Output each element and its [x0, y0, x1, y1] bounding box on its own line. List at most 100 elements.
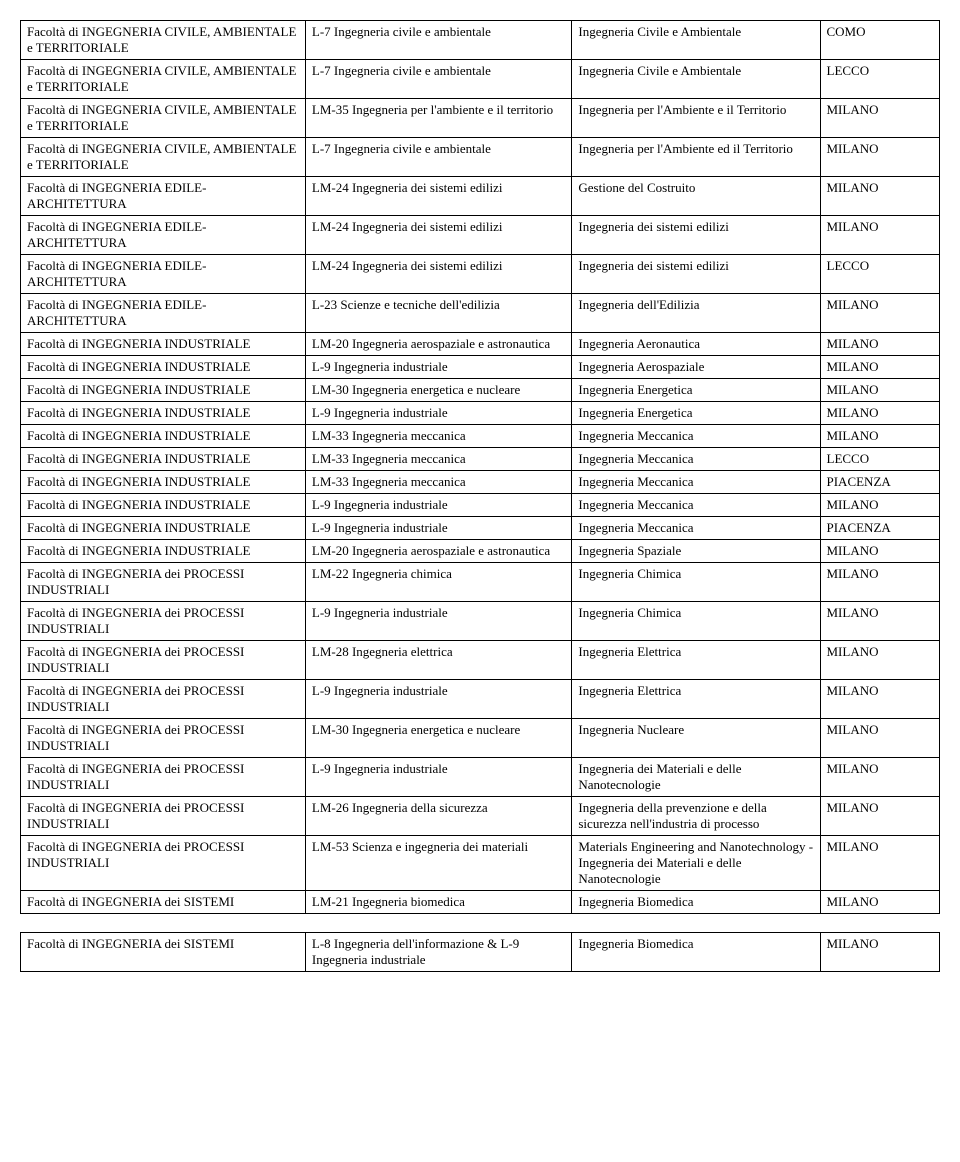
table-cell: Ingegneria per l'Ambiente ed il Territor…: [572, 138, 820, 177]
table-cell: Facoltà di INGEGNERIA INDUSTRIALE: [21, 333, 306, 356]
table-cell: Facoltà di INGEGNERIA INDUSTRIALE: [21, 494, 306, 517]
table-cell: Facoltà di INGEGNERIA CIVILE, AMBIENTALE…: [21, 138, 306, 177]
table-cell: L-23 Scienze e tecniche dell'edilizia: [305, 294, 572, 333]
table-row: Facoltà di INGEGNERIA dei PROCESSI INDUS…: [21, 797, 940, 836]
table-row: Facoltà di INGEGNERIA EDILE-ARCHITETTURA…: [21, 177, 940, 216]
table-cell: LM-35 Ingegneria per l'ambiente e il ter…: [305, 99, 572, 138]
table-cell: Ingegneria Chimica: [572, 563, 820, 602]
table-row: Facoltà di INGEGNERIA CIVILE, AMBIENTALE…: [21, 99, 940, 138]
table-cell: LM-24 Ingegneria dei sistemi edilizi: [305, 216, 572, 255]
table-cell: MILANO: [820, 933, 940, 972]
table-row: Facoltà di INGEGNERIA INDUSTRIALELM-20 I…: [21, 333, 940, 356]
table-cell: LM-26 Ingegneria della sicurezza: [305, 797, 572, 836]
table-cell: Facoltà di INGEGNERIA dei PROCESSI INDUS…: [21, 758, 306, 797]
table-row: Facoltà di INGEGNERIA INDUSTRIALEL-9 Ing…: [21, 356, 940, 379]
table-cell: L-8 Ingegneria dell'informazione & L-9 I…: [305, 933, 572, 972]
table-cell: L-9 Ingegneria industriale: [305, 602, 572, 641]
table-cell: Facoltà di INGEGNERIA dei PROCESSI INDUS…: [21, 836, 306, 891]
table-cell: Facoltà di INGEGNERIA INDUSTRIALE: [21, 471, 306, 494]
table-cell: Ingegneria dell'Edilizia: [572, 294, 820, 333]
table-cell: LM-22 Ingegneria chimica: [305, 563, 572, 602]
table-cell: MILANO: [820, 494, 940, 517]
table-cell: LECCO: [820, 448, 940, 471]
table-cell: Ingegneria Meccanica: [572, 471, 820, 494]
table-cell: Facoltà di INGEGNERIA INDUSTRIALE: [21, 356, 306, 379]
table-cell: Ingegneria Energetica: [572, 379, 820, 402]
table-row: Facoltà di INGEGNERIA dei PROCESSI INDUS…: [21, 719, 940, 758]
table-cell: Ingegneria Chimica: [572, 602, 820, 641]
table-cell: MILANO: [820, 99, 940, 138]
table-cell: LM-21 Ingegneria biomedica: [305, 891, 572, 914]
table-cell: MILANO: [820, 177, 940, 216]
table-cell: Facoltà di INGEGNERIA dei PROCESSI INDUS…: [21, 641, 306, 680]
table-cell: MILANO: [820, 891, 940, 914]
table-cell: Ingegneria dei sistemi edilizi: [572, 216, 820, 255]
table-cell: MILANO: [820, 402, 940, 425]
table-cell: Facoltà di INGEGNERIA CIVILE, AMBIENTALE…: [21, 21, 306, 60]
table-cell: Ingegneria Aerospaziale: [572, 356, 820, 379]
table-row: Facoltà di INGEGNERIA INDUSTRIALEL-9 Ing…: [21, 494, 940, 517]
table-cell: Facoltà di INGEGNERIA INDUSTRIALE: [21, 517, 306, 540]
table-cell: PIACENZA: [820, 517, 940, 540]
table-cell: MILANO: [820, 563, 940, 602]
table-cell: LM-33 Ingegneria meccanica: [305, 448, 572, 471]
table-row: Facoltà di INGEGNERIA EDILE-ARCHITETTURA…: [21, 294, 940, 333]
table-cell: Facoltà di INGEGNERIA EDILE-ARCHITETTURA: [21, 216, 306, 255]
table-gap: [20, 914, 940, 932]
table-cell: Facoltà di INGEGNERIA INDUSTRIALE: [21, 425, 306, 448]
table-cell: LM-24 Ingegneria dei sistemi edilizi: [305, 177, 572, 216]
table-cell: MILANO: [820, 294, 940, 333]
table-cell: L-9 Ingegneria industriale: [305, 517, 572, 540]
table-cell: LECCO: [820, 60, 940, 99]
table-cell: MILANO: [820, 641, 940, 680]
table-cell: Facoltà di INGEGNERIA dei PROCESSI INDUS…: [21, 719, 306, 758]
table-cell: Ingegneria Meccanica: [572, 425, 820, 448]
table-cell: Facoltà di INGEGNERIA CIVILE, AMBIENTALE…: [21, 99, 306, 138]
courses-table-1: Facoltà di INGEGNERIA CIVILE, AMBIENTALE…: [20, 20, 940, 914]
table-row: Facoltà di INGEGNERIA INDUSTRIALELM-33 I…: [21, 448, 940, 471]
table-row: Facoltà di INGEGNERIA EDILE-ARCHITETTURA…: [21, 216, 940, 255]
table-row: Facoltà di INGEGNERIA INDUSTRIALEL-9 Ing…: [21, 402, 940, 425]
table-cell: Facoltà di INGEGNERIA EDILE-ARCHITETTURA: [21, 177, 306, 216]
table-cell: Ingegneria Meccanica: [572, 448, 820, 471]
table-row: Facoltà di INGEGNERIA dei PROCESSI INDUS…: [21, 680, 940, 719]
table-cell: Facoltà di INGEGNERIA CIVILE, AMBIENTALE…: [21, 60, 306, 99]
table-cell: MILANO: [820, 719, 940, 758]
table-cell: Facoltà di INGEGNERIA EDILE-ARCHITETTURA: [21, 255, 306, 294]
table-cell: Facoltà di INGEGNERIA dei PROCESSI INDUS…: [21, 797, 306, 836]
table-cell: MILANO: [820, 379, 940, 402]
table-cell: LECCO: [820, 255, 940, 294]
table-cell: Ingegneria Elettrica: [572, 680, 820, 719]
table-cell: Facoltà di INGEGNERIA INDUSTRIALE: [21, 379, 306, 402]
table-cell: Facoltà di INGEGNERIA dei SISTEMI: [21, 933, 306, 972]
table-cell: LM-20 Ingegneria aerospaziale e astronau…: [305, 540, 572, 563]
table-cell: Ingegneria Biomedica: [572, 933, 820, 972]
table-cell: L-7 Ingegneria civile e ambientale: [305, 138, 572, 177]
table-cell: Ingegneria dei sistemi edilizi: [572, 255, 820, 294]
table-cell: MILANO: [820, 797, 940, 836]
table-cell: LM-33 Ingegneria meccanica: [305, 425, 572, 448]
table-cell: Ingegneria Civile e Ambientale: [572, 21, 820, 60]
table-cell: MILANO: [820, 216, 940, 255]
table-cell: Ingegneria Civile e Ambientale: [572, 60, 820, 99]
table-cell: COMO: [820, 21, 940, 60]
table-row: Facoltà di INGEGNERIA INDUSTRIALELM-33 I…: [21, 471, 940, 494]
table-cell: Facoltà di INGEGNERIA dei SISTEMI: [21, 891, 306, 914]
table-cell: L-9 Ingegneria industriale: [305, 680, 572, 719]
table-cell: MILANO: [820, 333, 940, 356]
table-row: Facoltà di INGEGNERIA INDUSTRIALEL-9 Ing…: [21, 517, 940, 540]
table-row: Facoltà di INGEGNERIA dei PROCESSI INDUS…: [21, 602, 940, 641]
table-cell: LM-20 Ingegneria aerospaziale e astronau…: [305, 333, 572, 356]
table-row: Facoltà di INGEGNERIA CIVILE, AMBIENTALE…: [21, 21, 940, 60]
table-row: Facoltà di INGEGNERIA CIVILE, AMBIENTALE…: [21, 60, 940, 99]
table-cell: Gestione del Costruito: [572, 177, 820, 216]
table-cell: Ingegneria Meccanica: [572, 517, 820, 540]
table-cell: L-9 Ingegneria industriale: [305, 758, 572, 797]
table-cell: MILANO: [820, 356, 940, 379]
table-cell: PIACENZA: [820, 471, 940, 494]
table-row: Facoltà di INGEGNERIA dei PROCESSI INDUS…: [21, 758, 940, 797]
table-cell: Facoltà di INGEGNERIA INDUSTRIALE: [21, 540, 306, 563]
table-row: Facoltà di INGEGNERIA INDUSTRIALELM-30 I…: [21, 379, 940, 402]
courses-table-2: Facoltà di INGEGNERIA dei SISTEMIL-8 Ing…: [20, 932, 940, 972]
table-cell: L-7 Ingegneria civile e ambientale: [305, 60, 572, 99]
